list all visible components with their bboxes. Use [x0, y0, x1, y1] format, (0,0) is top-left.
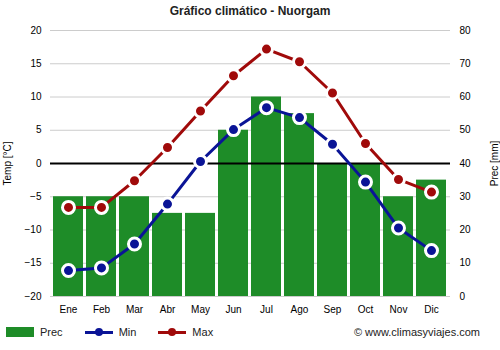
svg-text:Ene: Ene	[60, 304, 78, 315]
svg-text:10: 10	[30, 91, 42, 102]
svg-text:50: 50	[460, 124, 472, 135]
svg-text:15: 15	[30, 58, 42, 69]
svg-text:Nov: Nov	[390, 304, 408, 315]
svg-text:70: 70	[460, 58, 472, 69]
html-text:Gráfico climático - Nuorgam: Gráfico climático - Nuorgam	[169, 4, 331, 18]
svg-text:May: May	[191, 304, 210, 315]
svg-text:Mar: Mar	[126, 304, 144, 315]
svg-text:80: 80	[460, 25, 472, 36]
svg-text:40: 40	[460, 158, 472, 169]
svg-text:Dic: Dic	[424, 304, 438, 315]
svg-text:0: 0	[36, 158, 42, 169]
html-text:Max: Max	[192, 326, 214, 338]
svg-text:20: 20	[30, 25, 42, 36]
svg-text:Sep: Sep	[324, 304, 342, 315]
svg-text:Oct: Oct	[358, 304, 374, 315]
svg-text:5: 5	[36, 124, 42, 135]
html-text:© www.climasyviajes.com: © www.climasyviajes.com	[353, 326, 480, 338]
svg-text:Jul: Jul	[260, 304, 273, 315]
html-text:Prec: Prec	[40, 326, 63, 338]
svg-text:20: 20	[460, 224, 472, 235]
svg-text:0: 0	[460, 291, 466, 302]
svg-text:−20: −20	[25, 291, 42, 302]
svg-text:−5: −5	[30, 191, 42, 202]
svg-text:Prec [mm]: Prec [mm]	[489, 141, 500, 187]
svg-text:Feb: Feb	[93, 304, 111, 315]
svg-text:Ago: Ago	[291, 304, 309, 315]
svg-text:30: 30	[460, 191, 472, 202]
svg-text:−15: −15	[25, 257, 42, 268]
svg-text:Jun: Jun	[225, 304, 241, 315]
svg-text:Temp [°C]: Temp [°C]	[2, 141, 13, 185]
svg-text:60: 60	[460, 91, 472, 102]
svg-text:10: 10	[460, 257, 472, 268]
svg-text:Abr: Abr	[160, 304, 176, 315]
svg-text:−10: −10	[25, 224, 42, 235]
html-text:Min: Min	[118, 326, 137, 338]
